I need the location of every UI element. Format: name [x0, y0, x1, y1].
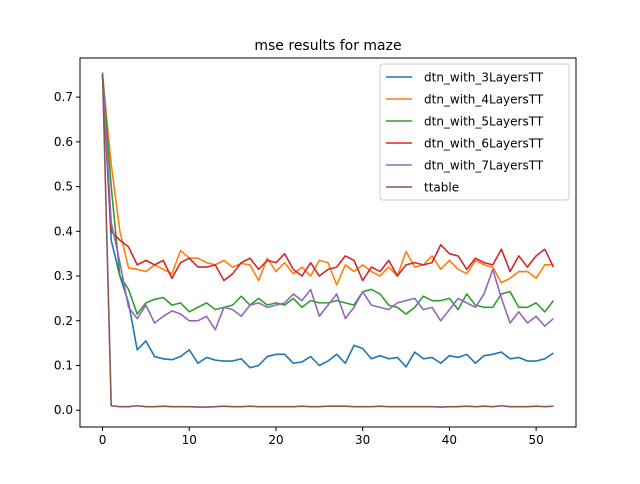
chart-title: mse results for maze	[254, 38, 401, 54]
y-tick-label: 0.2	[54, 314, 73, 328]
y-tick-label: 0.6	[54, 135, 73, 149]
x-tick-label: 0	[99, 433, 107, 447]
series-line-dtn_with_7LayersTT	[101, 74, 554, 331]
y-tick-label: 0.4	[54, 224, 73, 238]
x-tick-label: 30	[355, 433, 370, 447]
legend-label: dtn_with_4LayersTT	[424, 93, 544, 107]
series-line-dtn_with_5LayersTT	[101, 74, 555, 315]
y-tick-label: 0.5	[54, 180, 73, 194]
y-tick-label: 0.3	[54, 269, 73, 283]
x-axis: 0 10 20 30 40 50	[99, 427, 544, 447]
x-tick-label: 40	[442, 433, 457, 447]
y-axis: 0.0 0.1 0.2 0.3 0.4 0.5 0.6 0.7	[54, 90, 80, 417]
y-tick-label: 0.0	[54, 403, 73, 417]
legend-box	[379, 63, 570, 201]
series-line-ttable	[101, 72, 554, 408]
x-tick-label: 20	[268, 433, 283, 447]
x-tick-label: 50	[528, 433, 543, 447]
y-tick-label: 0.1	[54, 359, 73, 373]
plot-frame	[79, 57, 577, 428]
series-line-dtn_with_3LayersTT	[101, 74, 554, 369]
legend-label: ttable	[424, 181, 459, 195]
series-line-dtn_with_4LayersTT	[101, 74, 554, 286]
series-line-dtn_with_6LayersTT	[101, 74, 555, 282]
plot-series-group	[101, 72, 555, 408]
legend-label: dtn_with_7LayersTT	[424, 159, 544, 173]
legend-label: dtn_with_3LayersTT	[424, 71, 544, 85]
legend-label: dtn_with_6LayersTT	[424, 137, 544, 151]
legend-label: dtn_with_5LayersTT	[424, 115, 544, 129]
x-tick-label: 10	[182, 433, 197, 447]
y-tick-label: 0.7	[54, 90, 73, 104]
legend: dtn_with_3LayersTT dtn_with_4LayersTT dtn_…	[379, 63, 570, 201]
